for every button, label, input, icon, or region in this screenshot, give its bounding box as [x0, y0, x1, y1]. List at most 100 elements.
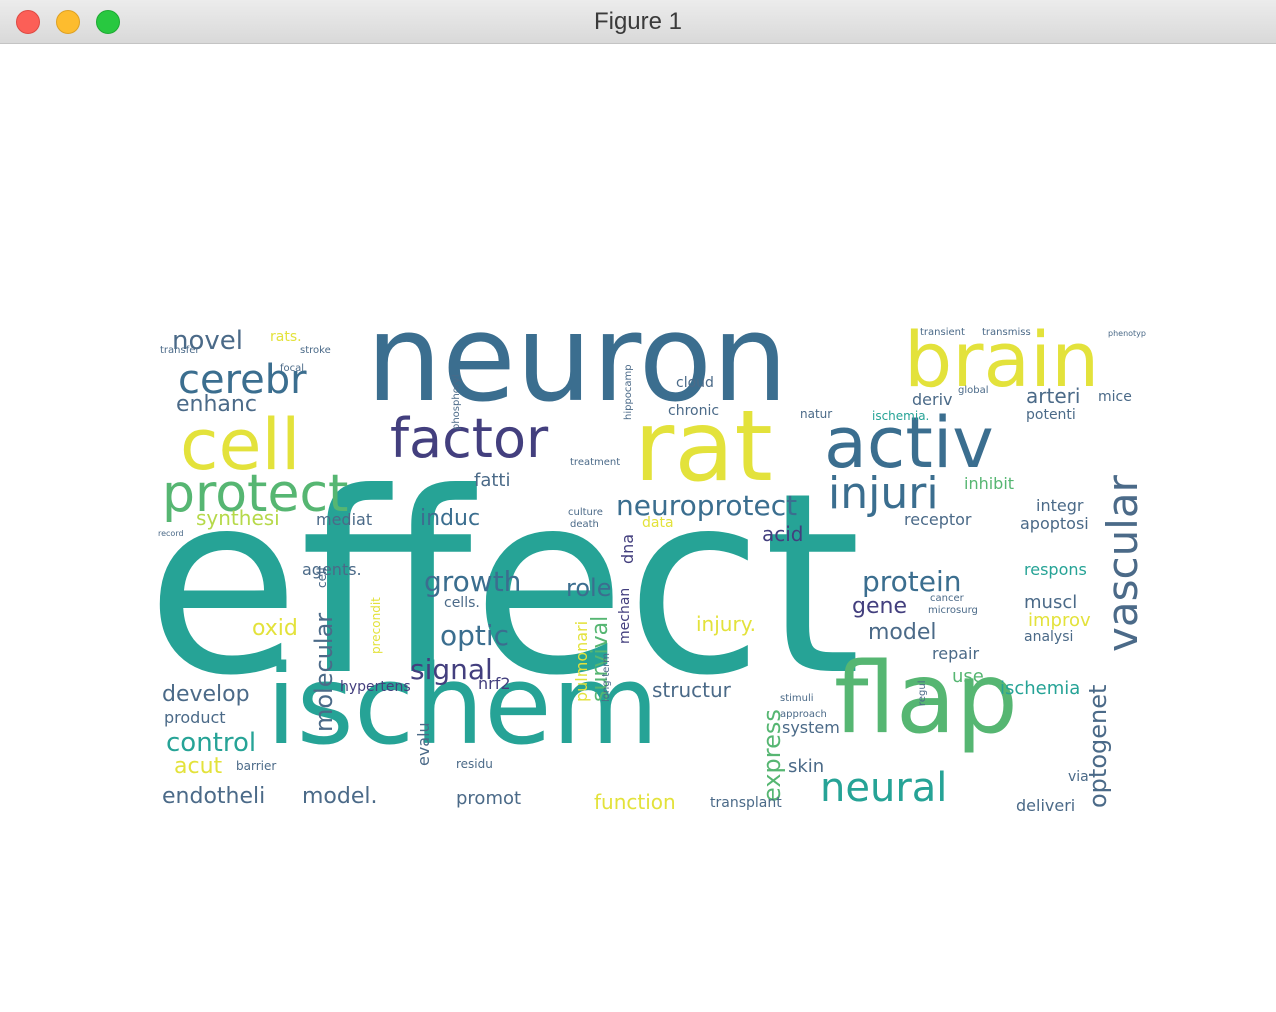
word-cloud-word: induc [420, 506, 481, 531]
word-cloud-word: ischemia [1000, 678, 1081, 699]
word-cloud-word: acut [174, 754, 223, 779]
word-cloud-word: activ [824, 402, 994, 484]
word-cloud-word: phenotyp [1108, 329, 1146, 338]
word-cloud-word: signal [410, 653, 493, 686]
word-cloud-word: cancer [930, 593, 964, 604]
word-cloud-word: global [958, 385, 989, 396]
word-cloud-word: stimuli [780, 693, 814, 704]
word-cloud-word: barrier [236, 759, 277, 773]
word-cloud-word: via [1068, 769, 1089, 785]
title-bar: Figure 1 [0, 0, 1276, 44]
word-cloud-word: protein [862, 565, 962, 598]
word-cloud-word: ischem [266, 641, 659, 769]
word-cloud-word: hippocamp [623, 364, 634, 420]
word-cloud-word: evalu [414, 722, 433, 766]
word-cloud-word: approach [780, 709, 827, 720]
word-cloud-word: deliveri [1016, 796, 1076, 815]
word-cloud-word: brain [904, 320, 1100, 404]
word-cloud-word: improv [1028, 610, 1091, 631]
word-cloud-word: transient [920, 327, 965, 338]
word-cloud-word: precondit [369, 597, 383, 654]
word-cloud-word: injuri [828, 468, 939, 519]
minimize-window-button[interactable] [56, 10, 80, 34]
word-cloud-word: hypertens [340, 679, 411, 695]
word-cloud-word: injury. [696, 612, 757, 636]
word-cloud-word: mechan [617, 587, 633, 644]
word-cloud-word: death [570, 519, 599, 530]
word-cloud-word: transplant [710, 795, 782, 811]
word-cloud-word: potenti [1026, 407, 1076, 423]
word-cloud-word: neuron [366, 320, 789, 429]
close-window-button[interactable] [16, 10, 40, 34]
word-cloud-word: regul [917, 680, 928, 706]
word-cloud-word: growth [424, 565, 522, 598]
word-cloud-word: mediat [316, 510, 373, 529]
word-cloud-word: vascular [1098, 475, 1146, 652]
word-cloud-word: cell [180, 404, 301, 486]
word-cloud-word: model. [302, 784, 378, 809]
word-cloud-word: rat [634, 390, 773, 504]
figure-canvas: effect neuron ischem brain rat cell activ flap f… [0, 44, 1276, 1012]
word-cloud-word: cloud [676, 375, 714, 391]
word-cloud-word: synthesi [196, 506, 280, 530]
word-cloud-word: integr [1036, 496, 1084, 515]
word-cloud-word: effect [156, 439, 862, 730]
word-cloud-word: cells. [444, 595, 480, 611]
word-cloud-word: apoptosi [1020, 514, 1089, 533]
word-cloud-word: acid [762, 522, 804, 546]
word-cloud-word: receptor [904, 510, 972, 529]
word-cloud-word: rats. [270, 329, 302, 345]
word-cloud-word: skin [788, 756, 825, 777]
word-cloud-word: enhanc [176, 392, 257, 417]
word-cloud-word: data [642, 515, 674, 531]
word-cloud-word: cerebr [178, 357, 307, 403]
word-cloud-word: neuroprotect [616, 489, 798, 522]
window-title: Figure 1 [593, 8, 683, 35]
word-cloud-word: protect [162, 464, 349, 524]
word-cloud-word: residu [456, 757, 493, 771]
word-cloud-word: focal [280, 363, 305, 374]
word-cloud-word: long-term [601, 653, 612, 702]
word-cloud-image: effect neuron ischem brain rat cell activ flap f… [156, 320, 1146, 816]
word-cloud-word: ischemia. [872, 409, 930, 423]
word-cloud-word: oxid [252, 616, 298, 641]
word-cloud-word: gene [852, 594, 907, 619]
word-cloud-word: arteri [1026, 384, 1081, 408]
word-cloud-word: stroke [300, 345, 331, 356]
word-cloud-word: culture [568, 507, 603, 518]
word-cloud-word: inhibit [964, 474, 1015, 493]
word-cloud-word: optic [440, 619, 510, 652]
zoom-window-button[interactable] [96, 10, 120, 34]
word-cloud-word: control [166, 728, 257, 758]
word-cloud-word: repair [932, 644, 980, 663]
word-cloud-word: deriv [912, 390, 953, 409]
word-cloud-word: develop [162, 682, 250, 707]
word-cloud-word: role [566, 574, 612, 602]
word-cloud-word: dna [618, 533, 637, 564]
word-cloud-word: transfer [160, 345, 200, 356]
word-cloud-word: model [868, 620, 937, 645]
word-cloud-word: optogenet [1084, 684, 1112, 808]
word-cloud-word: analysi [1024, 629, 1074, 645]
word-cloud-word: novel [172, 326, 243, 356]
word-cloud-word: natur [800, 407, 833, 421]
word-cloud-word: flap [834, 642, 1018, 756]
word-cloud-word: factor [390, 407, 549, 470]
word-cloud-word: endotheli [162, 784, 266, 809]
word-cloud-word: promot [456, 788, 522, 809]
word-cloud-word: agents. [302, 560, 362, 579]
word-cloud-word: muscl [1024, 592, 1078, 613]
word-cloud-word: nrf2 [478, 674, 511, 693]
word-cloud-word: respons [1024, 560, 1087, 579]
word-cloud-word: microsurg [928, 605, 978, 616]
word-cloud-word: fatti [474, 470, 511, 491]
word-cloud-word: treatment [570, 457, 621, 468]
word-cloud-word: molecular [310, 612, 338, 732]
word-cloud-word: mice [1098, 389, 1132, 405]
word-cloud-word: phosphoryl [451, 374, 462, 430]
word-cloud-word: transmiss [982, 327, 1031, 338]
word-cloud-word: express [758, 709, 786, 802]
word-cloud-word: function [594, 790, 676, 814]
word-cloud-word: neural [820, 765, 948, 811]
word-cloud-word: chronic [668, 403, 720, 419]
